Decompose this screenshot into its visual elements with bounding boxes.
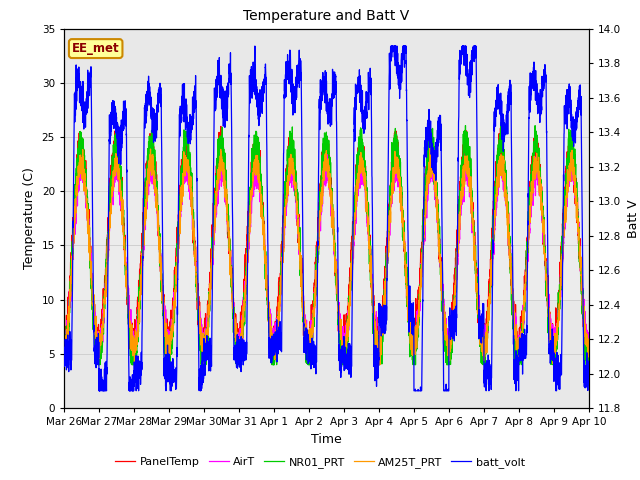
Line: NR01_PRT: NR01_PRT xyxy=(64,119,589,365)
Line: PanelTemp: PanelTemp xyxy=(64,126,589,365)
AM25T_PRT xyxy=(585,347,593,353)
PanelTemp xyxy=(60,335,68,341)
PanelTemp xyxy=(415,300,422,306)
AM25T_PRT xyxy=(584,350,592,356)
batt_volt xyxy=(60,349,68,355)
AirT xyxy=(415,304,422,310)
Line: AirT: AirT xyxy=(64,153,589,360)
PanelTemp xyxy=(474,320,481,325)
AirT xyxy=(60,340,68,346)
Legend: PanelTemp, AirT, NR01_PRT, AM25T_PRT, batt_volt: PanelTemp, AirT, NR01_PRT, AM25T_PRT, ba… xyxy=(111,452,529,472)
NR01_PRT xyxy=(584,362,592,368)
AM25T_PRT xyxy=(131,362,138,368)
NR01_PRT xyxy=(60,342,68,348)
AirT xyxy=(585,344,593,350)
NR01_PRT xyxy=(60,362,68,368)
Bar xyxy=(64,83,589,300)
batt_volt xyxy=(444,388,452,394)
Title: Temperature and Batt V: Temperature and Batt V xyxy=(243,10,410,24)
NR01_PRT xyxy=(415,310,422,315)
batt_volt xyxy=(584,358,592,364)
AM25T_PRT xyxy=(307,331,314,337)
batt_volt xyxy=(307,360,315,365)
Y-axis label: Batt V: Batt V xyxy=(627,199,639,238)
PanelTemp xyxy=(444,345,452,351)
batt_volt xyxy=(95,388,103,394)
AM25T_PRT xyxy=(444,338,452,344)
NR01_PRT xyxy=(307,342,314,348)
NR01_PRT xyxy=(155,217,163,223)
Line: AM25T_PRT: AM25T_PRT xyxy=(64,148,589,365)
AM25T_PRT xyxy=(60,338,68,344)
AM25T_PRT xyxy=(474,292,481,298)
AirT xyxy=(96,357,104,362)
PanelTemp xyxy=(154,228,162,233)
AirT xyxy=(444,341,452,347)
NR01_PRT xyxy=(585,362,593,368)
Y-axis label: Temperature (C): Temperature (C) xyxy=(23,168,36,269)
AirT xyxy=(584,348,592,353)
batt_volt xyxy=(251,43,259,49)
AirT xyxy=(155,233,163,239)
batt_volt xyxy=(474,220,481,226)
PanelTemp xyxy=(217,123,225,129)
batt_volt xyxy=(585,382,593,388)
X-axis label: Time: Time xyxy=(311,432,342,445)
batt_volt xyxy=(155,109,163,115)
NR01_PRT xyxy=(444,362,452,368)
AirT xyxy=(461,150,469,156)
PanelTemp xyxy=(584,331,592,337)
AM25T_PRT xyxy=(415,314,422,320)
batt_volt xyxy=(415,388,423,394)
PanelTemp xyxy=(307,324,314,330)
PanelTemp xyxy=(443,362,451,368)
AM25T_PRT xyxy=(155,220,163,226)
PanelTemp xyxy=(585,342,593,348)
AirT xyxy=(307,318,314,324)
NR01_PRT xyxy=(498,116,506,122)
AM25T_PRT xyxy=(426,145,434,151)
NR01_PRT xyxy=(474,287,481,293)
AirT xyxy=(474,302,481,308)
Text: EE_met: EE_met xyxy=(72,42,120,55)
Line: batt_volt: batt_volt xyxy=(64,46,589,391)
